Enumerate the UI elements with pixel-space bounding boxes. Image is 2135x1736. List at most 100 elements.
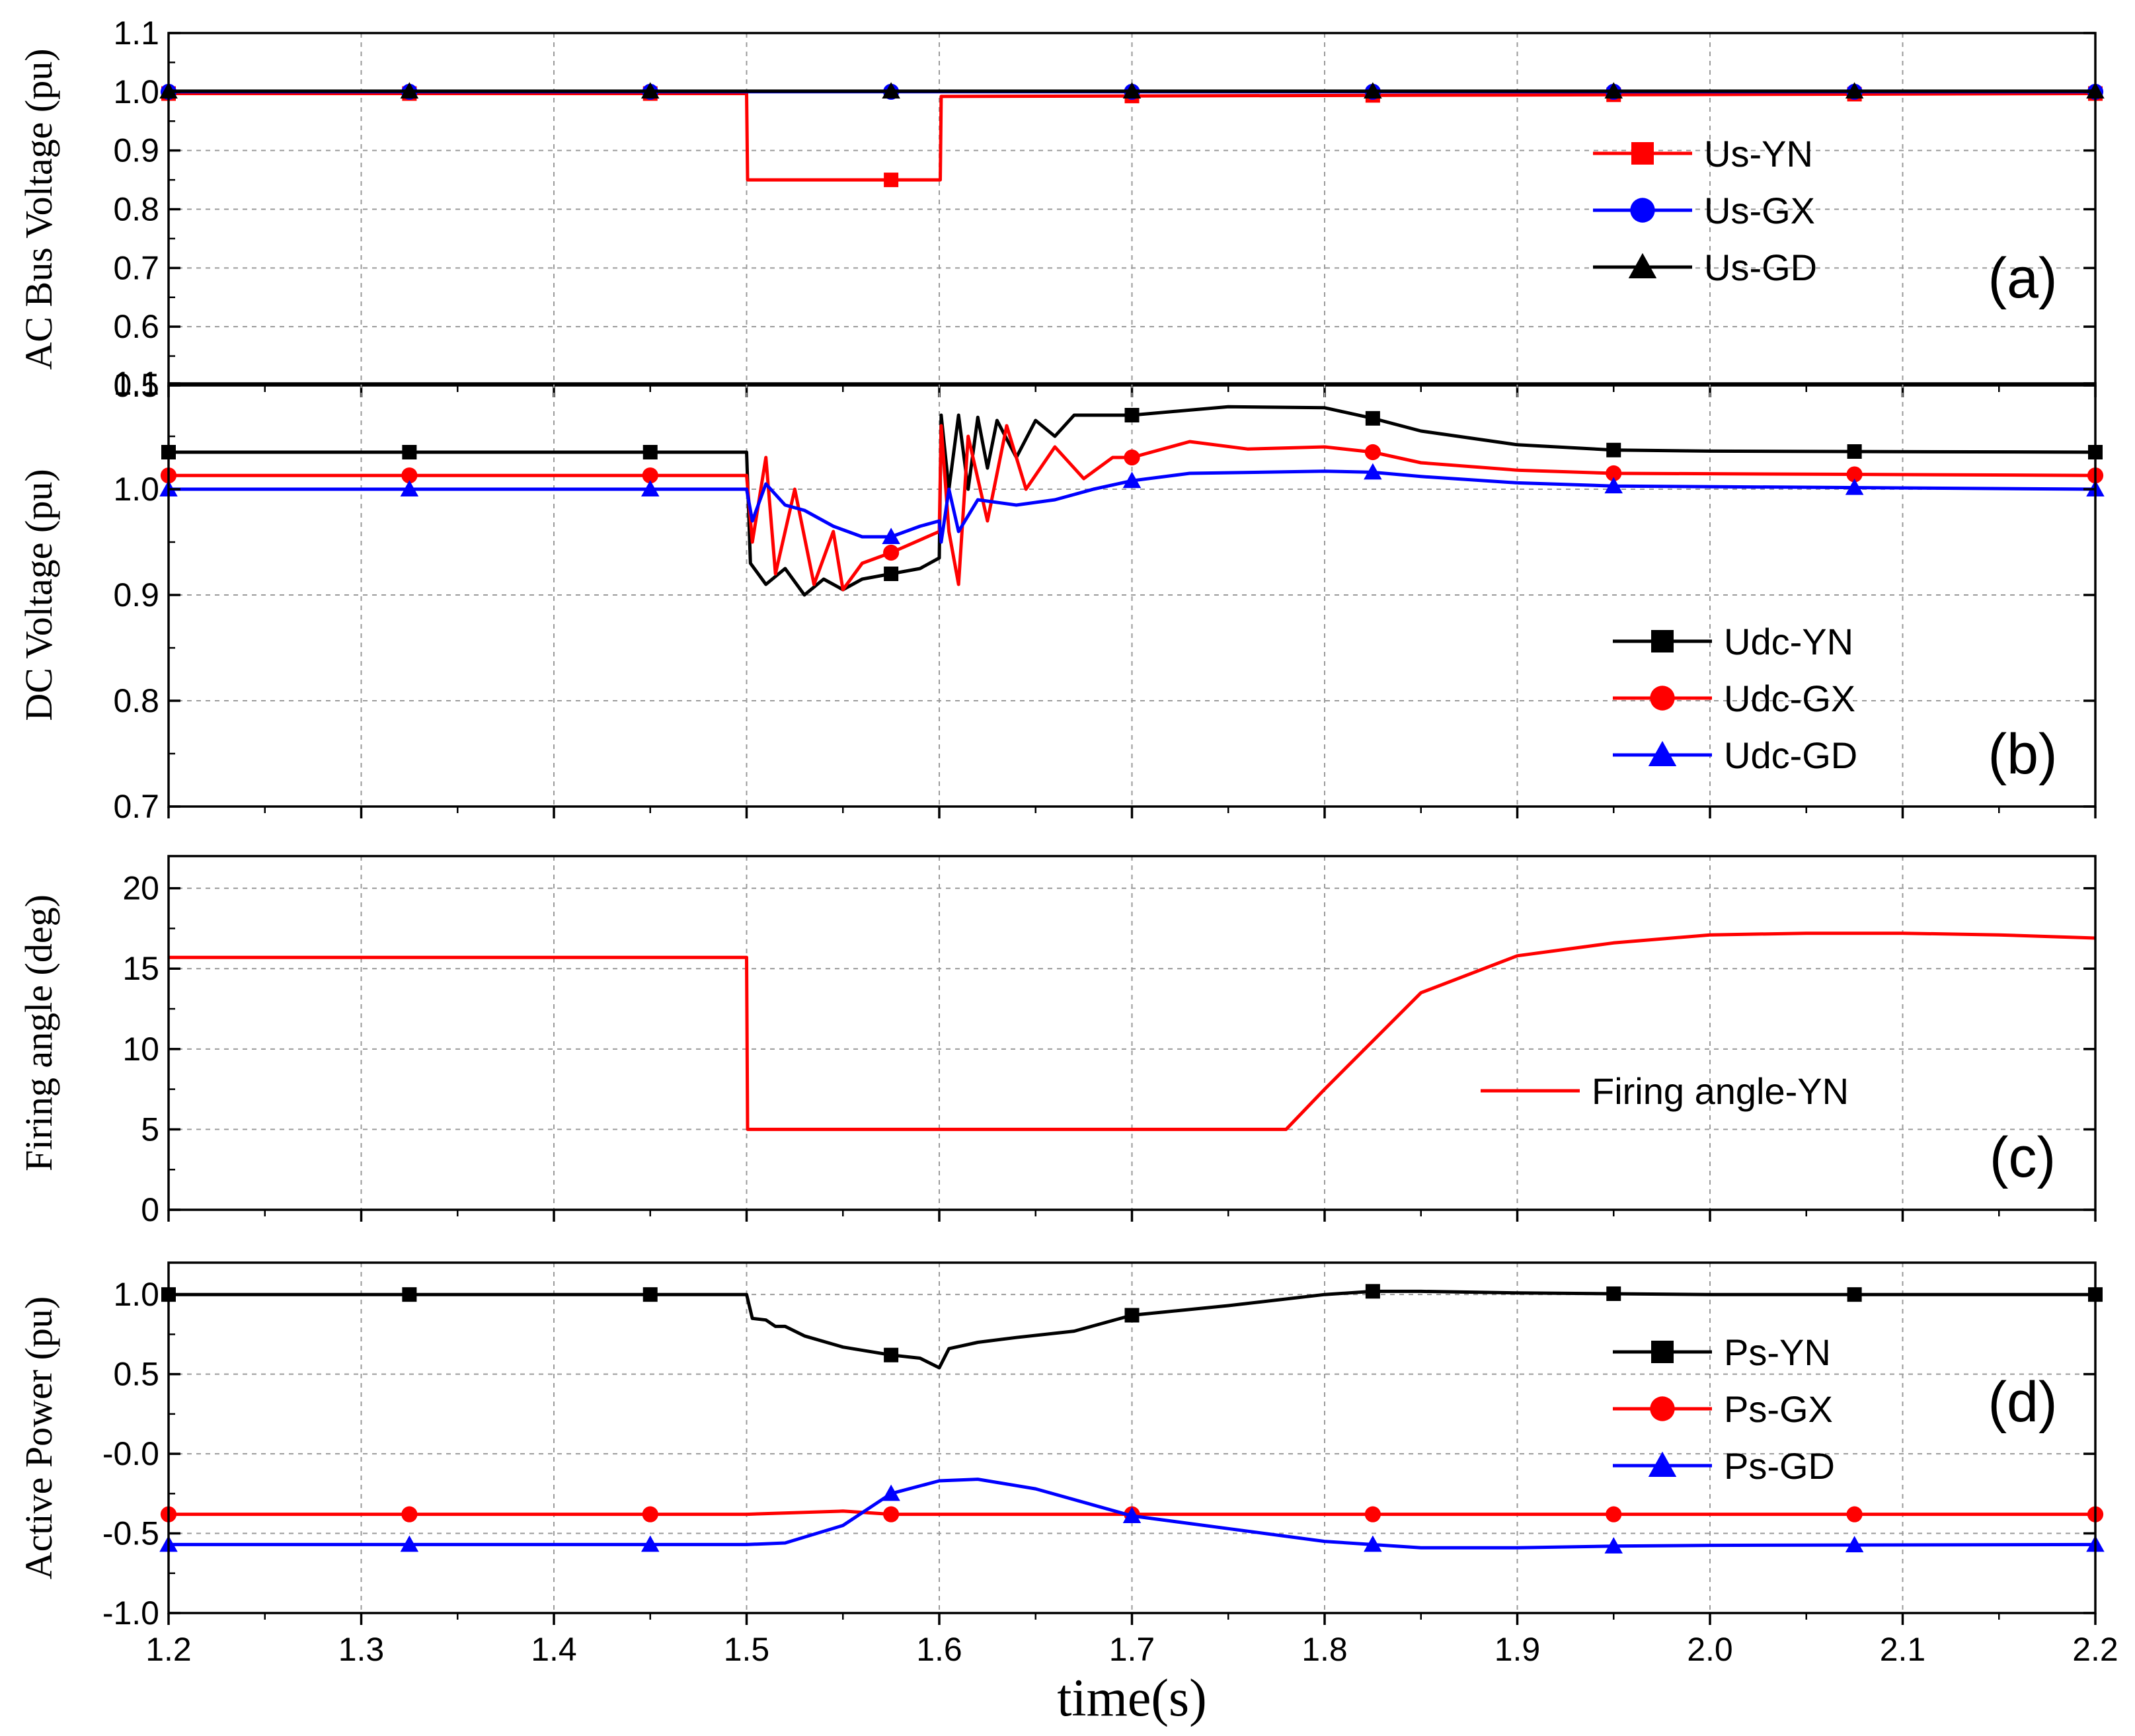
x-tick-label: 1.8 bbox=[1301, 1631, 1348, 1668]
y-tick-label-b: 0.8 bbox=[113, 682, 159, 719]
data-point-ps-yn bbox=[884, 1347, 899, 1362]
data-point-ps-gd bbox=[882, 1484, 900, 1501]
x-tick-label: 1.6 bbox=[916, 1631, 962, 1668]
legend-marker-ps-yn bbox=[1651, 1341, 1674, 1363]
data-point-udc-gd bbox=[1364, 463, 1382, 480]
y-axis-label-c: Firing angle (deg) bbox=[17, 894, 60, 1171]
data-point-udc-gx bbox=[401, 467, 418, 484]
legend-label-udc-gx: Udc-GX bbox=[1724, 678, 1855, 719]
legend-marker-udc-gd bbox=[1648, 740, 1677, 766]
data-point-udc-yn bbox=[1847, 444, 1862, 459]
data-point-ps-gd bbox=[1364, 1535, 1382, 1552]
series-line-ps-yn bbox=[169, 1289, 2095, 1370]
y-tick-label-d: -0.5 bbox=[102, 1515, 159, 1552]
data-point-ps-gd bbox=[400, 1535, 419, 1552]
legend-label-ps-yn: Ps-YN bbox=[1724, 1331, 1831, 1373]
x-tick-label: 1.5 bbox=[724, 1631, 770, 1668]
series-line-ps-gd bbox=[169, 1478, 2096, 1550]
y-tick-label-a: 0.7 bbox=[113, 249, 159, 286]
data-point-ps-gx bbox=[1606, 1506, 1622, 1522]
legend-label-udc-gd: Udc-GD bbox=[1724, 734, 1857, 776]
data-point-udc-yn bbox=[1606, 442, 1621, 457]
x-tick-label: 2.0 bbox=[1687, 1631, 1733, 1668]
x-tick-label: 1.7 bbox=[1109, 1631, 1155, 1668]
panel-b: 0.7 0.8 0.9 1.0 1.1 DC Voltage (pu) (b) Udc-… bbox=[17, 365, 2105, 825]
data-point-udc-gd bbox=[882, 528, 900, 544]
y-tick-label-b: 0.9 bbox=[113, 576, 159, 613]
panel-c: 0 5 10 15 20 Firing angle (deg) (c) Firing a… bbox=[17, 855, 2097, 1228]
y-tick-label-d: -1.0 bbox=[102, 1595, 159, 1632]
series-line-firing-angle-yn bbox=[169, 931, 2096, 1131]
data-point-udc-yn bbox=[1365, 411, 1380, 426]
legend-marker-us-gx bbox=[1630, 198, 1655, 223]
y-tick-label-c: 10 bbox=[122, 1031, 159, 1068]
legend-marker-udc-yn bbox=[1651, 630, 1674, 652]
y-tick-label-c: 5 bbox=[141, 1111, 159, 1148]
y-tick-label-a: 0.8 bbox=[113, 191, 159, 228]
data-point-us-gd bbox=[641, 82, 660, 99]
data-point-us-yn bbox=[884, 173, 899, 188]
data-point-udc-gd bbox=[400, 480, 419, 496]
y-tick-label-d: 0.5 bbox=[113, 1356, 159, 1393]
data-point-ps-yn bbox=[402, 1287, 417, 1302]
data-point-ps-gx bbox=[642, 1506, 658, 1522]
data-point-ps-yn bbox=[1847, 1287, 1862, 1302]
data-point-ps-gx bbox=[1846, 1506, 1863, 1522]
legend-marker-ps-gd bbox=[1648, 1451, 1677, 1477]
y-axis-label-b: DC Voltage (pu) bbox=[17, 469, 60, 721]
x-tick-label: 1.3 bbox=[338, 1631, 385, 1668]
legend-b: Udc-YN Udc-GX Udc-GD bbox=[1613, 621, 1857, 776]
data-point-ps-gd bbox=[1604, 1537, 1623, 1554]
data-point-ps-gx bbox=[883, 1506, 900, 1522]
data-point-ps-gd bbox=[1122, 1507, 1142, 1524]
panel-label-c: (c) bbox=[1990, 1126, 2056, 1189]
panel-label-b: (b) bbox=[1988, 723, 2057, 786]
series-line-ps-gx bbox=[169, 1509, 2095, 1517]
data-point-udc-gx bbox=[1124, 449, 1140, 466]
legend-label-ps-gd: Ps-GD bbox=[1724, 1445, 1835, 1487]
plot-area-d bbox=[159, 1284, 2105, 1554]
axis-ticks-d: -1.0 -0.5 -0.0 0.5 1.0 1.2 1.3 1.4 1.5 1.6 1.7 1.8 1… bbox=[102, 1276, 2118, 1668]
y-tick-label-c: 15 bbox=[122, 950, 159, 987]
series-line-udc-gd bbox=[169, 469, 2096, 544]
data-point-ps-yn bbox=[1365, 1284, 1380, 1299]
data-point-udc-gx bbox=[1846, 466, 1863, 483]
data-point-ps-yn bbox=[1124, 1308, 1140, 1323]
y-tick-label-a: 0.9 bbox=[113, 132, 159, 169]
x-tick-label: 1.2 bbox=[145, 1631, 192, 1668]
data-point-us-gd bbox=[400, 82, 419, 99]
y-tick-label-b: 1.0 bbox=[113, 471, 159, 508]
y-tick-label-b: 0.7 bbox=[113, 788, 159, 825]
plot-area-a bbox=[159, 82, 2105, 188]
x-tick-label: 1.9 bbox=[1494, 1631, 1541, 1668]
legend-label-ps-gx: Ps-GX bbox=[1724, 1388, 1833, 1430]
legend-label-us-gd: Us-GD bbox=[1704, 247, 1817, 288]
data-point-us-gd bbox=[882, 82, 900, 99]
axis-ticks-b: 0.7 0.8 0.9 1.0 1.1 bbox=[113, 365, 2097, 825]
y-axis-label-a: AC Bus Voltage (pu) bbox=[17, 48, 60, 370]
y-tick-label-a: 0.6 bbox=[113, 308, 159, 345]
panel-label-a: (a) bbox=[1988, 247, 2057, 310]
y-tick-label-a: 1.0 bbox=[113, 73, 159, 110]
legend-label-us-yn: Us-YN bbox=[1704, 133, 1813, 175]
legend-marker-udc-gx bbox=[1650, 686, 1675, 711]
data-point-udc-yn bbox=[402, 445, 417, 459]
data-point-us-gd bbox=[1122, 82, 1142, 99]
legend-label-udc-yn: Udc-YN bbox=[1724, 621, 1853, 662]
y-tick-label-d: 1.0 bbox=[113, 1276, 159, 1313]
data-point-ps-gd bbox=[641, 1535, 660, 1552]
panel-a: 0.5 0.6 0.7 0.8 0.9 1.0 1.1 AC Bus Voltage (pu… bbox=[17, 15, 2105, 404]
series-line-udc-gx bbox=[169, 424, 2096, 592]
x-axis-label: time(s) bbox=[1057, 1669, 1207, 1727]
legend-marker-ps-gx bbox=[1650, 1396, 1675, 1421]
data-point-ps-gx bbox=[401, 1506, 418, 1522]
data-point-us-gd bbox=[1845, 82, 1864, 99]
data-point-udc-gd bbox=[641, 480, 660, 496]
x-tick-label: 2.2 bbox=[2072, 1631, 2118, 1668]
axis-ticks-a: 0.5 0.6 0.7 0.8 0.9 1.0 1.1 bbox=[113, 15, 2097, 404]
y-tick-label-d: -0.0 bbox=[102, 1435, 159, 1472]
axis-ticks-c: 0 5 10 15 20 bbox=[122, 870, 2097, 1228]
x-tick-label: 2.1 bbox=[1880, 1631, 1926, 1668]
data-point-udc-yn bbox=[1124, 408, 1140, 422]
